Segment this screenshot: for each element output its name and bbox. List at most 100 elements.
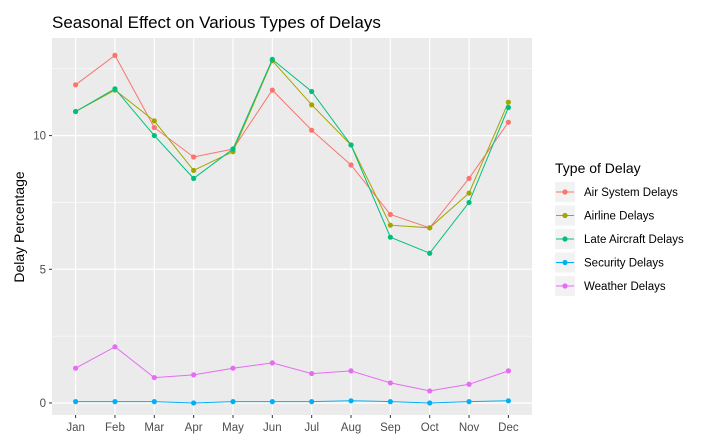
- data-point-late-aircraft-delays: [230, 146, 236, 152]
- legend-item-air-system-delays: Air System Delays: [555, 182, 678, 202]
- data-point-late-aircraft-delays: [309, 88, 315, 95]
- y-tick-label: 0: [40, 398, 46, 410]
- legend-label: Security Delays: [584, 258, 664, 270]
- series-layer: [73, 52, 511, 406]
- data-point-security-delays: [466, 399, 472, 405]
- series-weather-delays: [73, 344, 511, 394]
- data-point-late-aircraft-delays: [73, 108, 79, 115]
- data-point-weather-delays: [309, 370, 315, 377]
- x-tick-label: Dec: [498, 422, 519, 434]
- data-point-weather-delays: [466, 381, 472, 387]
- data-point-late-aircraft-delays: [427, 250, 433, 256]
- series-line-airline-delays: [75, 59, 509, 229]
- series-late-aircraft-delays: [73, 56, 511, 256]
- data-point-air-system-delays: [466, 175, 472, 181]
- x-axis: Jan Feb Mar Apr May Jun Jul Aug Sep Oct Nov Dec: [66, 415, 519, 434]
- series-line-weather-delays: [75, 346, 509, 392]
- y-tick-label: 10: [33, 131, 46, 143]
- data-point-late-aircraft-delays: [269, 56, 275, 62]
- data-point-weather-delays: [112, 344, 118, 350]
- legend-title: Type of Delay: [555, 160, 641, 176]
- data-point-late-aircraft-delays: [466, 199, 472, 206]
- data-point-weather-delays: [348, 368, 354, 374]
- legend-key-point: [562, 236, 568, 242]
- x-tick-label: Jan: [66, 422, 85, 434]
- legend-label: Airline Delays: [584, 211, 655, 223]
- x-tick-label: Mar: [144, 422, 164, 434]
- legend-key-point: [562, 283, 568, 289]
- data-point-air-system-delays: [191, 154, 197, 160]
- data-point-security-delays: [387, 399, 393, 405]
- y-tick-label: 5: [40, 264, 46, 276]
- series-security-delays: [73, 398, 511, 406]
- data-point-air-system-delays: [112, 52, 118, 58]
- data-point-airline-delays: [151, 118, 157, 124]
- data-point-late-aircraft-delays: [387, 234, 393, 240]
- data-point-airline-delays: [309, 102, 315, 108]
- legend-label: Weather Delays: [584, 281, 666, 293]
- x-tick-label: Nov: [459, 422, 480, 434]
- data-point-airline-delays: [191, 167, 197, 173]
- data-point-security-delays: [73, 399, 79, 405]
- legend-item-airline-delays: Airline Delays: [555, 205, 655, 226]
- data-point-weather-delays: [505, 368, 511, 374]
- data-point-airline-delays: [427, 225, 433, 231]
- legend-item-late-aircraft-delays: Late Aircraft Delays: [555, 229, 684, 249]
- data-point-security-delays: [230, 399, 236, 405]
- data-point-air-system-delays: [73, 82, 79, 88]
- legend-key-point: [562, 189, 568, 195]
- legend-item-security-delays: Security Delays: [555, 252, 664, 273]
- legend-label: Air System Delays: [584, 187, 678, 199]
- data-point-air-system-delays: [505, 119, 511, 125]
- series-line-late-aircraft-delays: [75, 58, 509, 254]
- data-point-air-system-delays: [387, 211, 393, 218]
- data-point-weather-delays: [151, 374, 157, 381]
- data-point-airline-delays: [387, 222, 393, 228]
- data-point-weather-delays: [269, 360, 275, 366]
- x-tick-label: Feb: [105, 422, 125, 434]
- data-point-security-delays: [112, 399, 118, 405]
- data-point-air-system-delays: [309, 127, 315, 133]
- legend-key-point: [562, 212, 568, 219]
- data-point-security-delays: [309, 399, 315, 405]
- x-tick-label: May: [222, 422, 244, 434]
- data-point-airline-delays: [505, 99, 511, 105]
- data-point-weather-delays: [387, 380, 393, 386]
- x-tick-label: Sep: [380, 422, 400, 434]
- x-tick-label: Apr: [185, 422, 203, 434]
- grid-lines: [52, 38, 532, 415]
- data-point-late-aircraft-delays: [505, 104, 511, 111]
- data-point-air-system-delays: [269, 87, 275, 93]
- series-line-security-delays: [75, 400, 509, 404]
- legend-label: Late Aircraft Delays: [584, 234, 684, 246]
- data-point-late-aircraft-delays: [191, 175, 197, 181]
- data-point-airline-delays: [466, 190, 472, 196]
- data-point-security-delays: [505, 398, 511, 404]
- data-point-late-aircraft-delays: [348, 142, 354, 148]
- data-point-security-delays: [427, 400, 433, 406]
- legend-key-point: [562, 259, 568, 266]
- chart-title: Seasonal Effect on Various Types of Dela…: [52, 13, 381, 32]
- data-point-security-delays: [269, 399, 275, 405]
- legend: Type of Delay Air System Delays Airline D…: [555, 160, 684, 296]
- plot-background: [52, 38, 532, 415]
- data-point-air-system-delays: [348, 162, 354, 168]
- x-tick-label: Jul: [304, 422, 319, 434]
- data-point-weather-delays: [427, 388, 433, 394]
- data-point-late-aircraft-delays: [112, 86, 118, 92]
- data-point-weather-delays: [73, 365, 79, 371]
- data-point-weather-delays: [230, 365, 236, 371]
- y-axis: 0 5 10: [33, 131, 52, 410]
- y-axis-title: Delay Percentage: [11, 171, 27, 283]
- data-point-air-system-delays: [151, 124, 157, 131]
- legend-items: Air System Delays Airline Delays Late Airc…: [555, 182, 684, 296]
- data-point-security-delays: [191, 400, 197, 406]
- data-point-security-delays: [151, 399, 157, 405]
- data-point-weather-delays: [191, 372, 197, 378]
- x-tick-label: Oct: [421, 422, 440, 434]
- data-point-late-aircraft-delays: [151, 132, 157, 139]
- legend-item-weather-delays: Weather Delays: [555, 276, 666, 296]
- x-tick-label: Aug: [341, 422, 361, 434]
